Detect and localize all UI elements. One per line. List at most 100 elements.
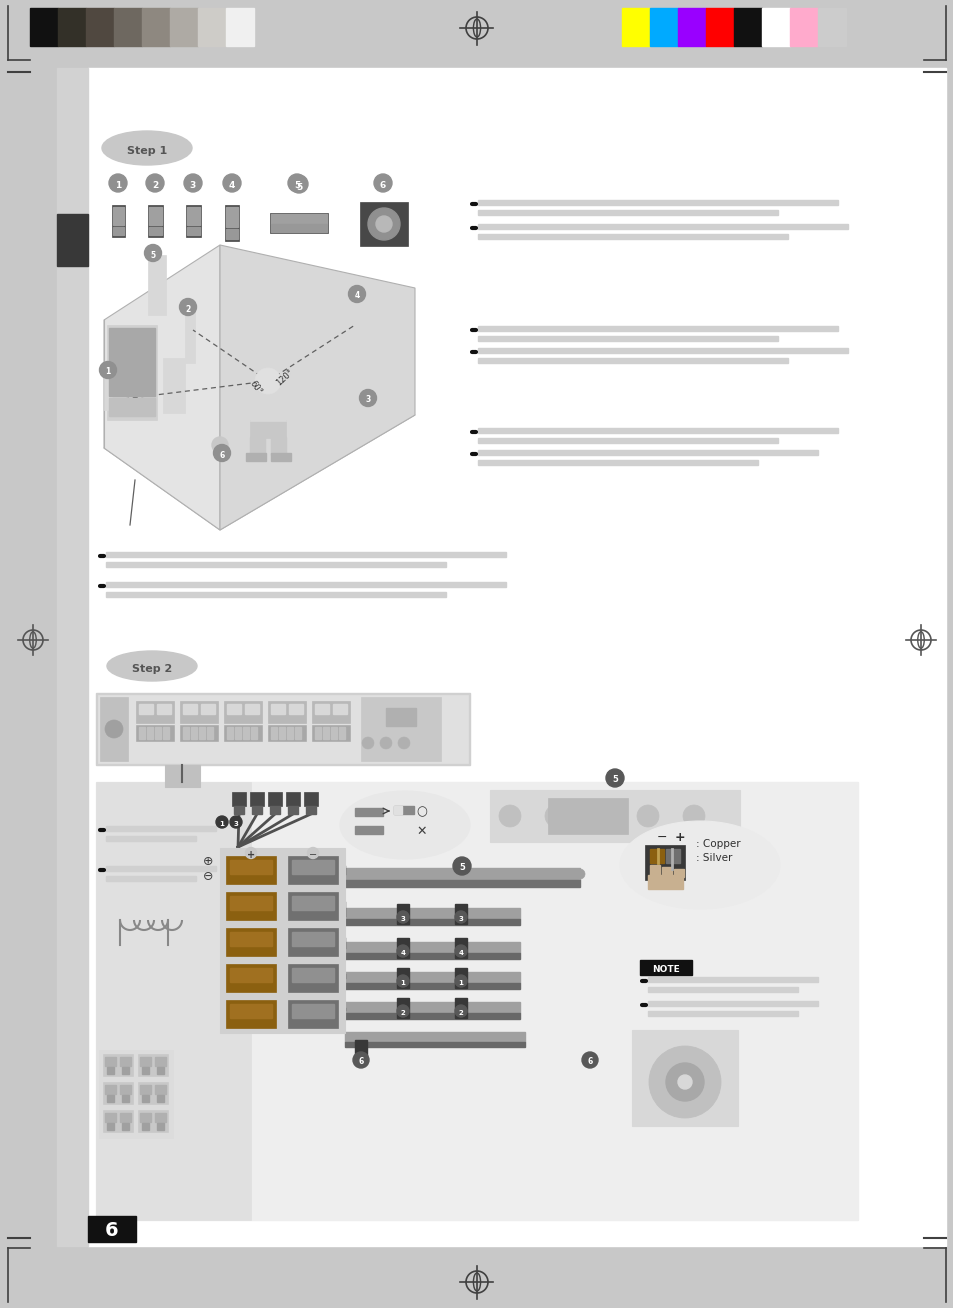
Text: : Silver: : Silver	[696, 853, 732, 863]
Bar	[312, 701, 350, 723]
Text: −: −	[656, 831, 666, 844]
Circle shape	[307, 848, 318, 858]
Bar	[163, 358, 185, 413]
Text: −: −	[309, 850, 316, 859]
Circle shape	[575, 869, 584, 879]
Ellipse shape	[368, 208, 399, 239]
Text: 6: 6	[219, 450, 224, 459]
Bar	[477, 336, 778, 340]
Bar	[292, 968, 334, 982]
Text: 3: 3	[190, 182, 196, 191]
Bar	[220, 848, 345, 1033]
Circle shape	[144, 245, 161, 262]
Text: : Copper: : Copper	[696, 838, 740, 849]
Ellipse shape	[678, 1075, 691, 1090]
Text: ⊖: ⊖	[203, 870, 213, 883]
Circle shape	[498, 804, 520, 827]
Bar	[355, 1040, 367, 1062]
Bar	[149, 207, 162, 225]
Text: 120°: 120°	[274, 368, 294, 387]
Bar	[661, 867, 671, 876]
Bar	[649, 849, 663, 863]
Polygon shape	[104, 245, 220, 530]
Bar	[226, 855, 275, 884]
Bar	[789, 8, 817, 46]
Bar	[455, 938, 467, 957]
Circle shape	[397, 736, 410, 749]
Bar	[157, 704, 171, 714]
Polygon shape	[220, 245, 415, 530]
Bar	[227, 727, 233, 739]
Bar	[226, 964, 275, 991]
Bar	[292, 1005, 334, 1018]
Bar	[673, 869, 683, 876]
Bar	[103, 1110, 132, 1131]
Bar	[477, 460, 758, 464]
Text: 2: 2	[185, 305, 191, 314]
Bar	[705, 8, 733, 46]
Text: 3: 3	[458, 916, 463, 922]
Text: 6: 6	[358, 1057, 363, 1066]
Text: 4: 4	[354, 292, 359, 301]
Bar	[226, 927, 275, 956]
Bar	[226, 229, 237, 239]
Bar	[345, 908, 519, 920]
Bar	[455, 968, 467, 988]
Bar	[99, 1050, 172, 1138]
Bar	[100, 697, 128, 761]
Bar	[268, 701, 306, 723]
Bar	[122, 1095, 129, 1103]
Bar	[250, 437, 265, 455]
Circle shape	[353, 1052, 369, 1069]
Ellipse shape	[102, 131, 192, 165]
Bar	[106, 825, 215, 831]
Circle shape	[590, 804, 613, 827]
Bar	[140, 1113, 151, 1122]
Bar	[355, 808, 382, 816]
Circle shape	[374, 174, 392, 192]
Bar	[394, 806, 401, 814]
Bar	[140, 1057, 151, 1066]
Bar	[201, 704, 214, 714]
Bar	[136, 725, 173, 742]
Bar	[142, 8, 170, 46]
Bar	[140, 1086, 151, 1093]
Bar	[139, 704, 152, 714]
Circle shape	[245, 848, 256, 858]
Bar	[230, 1005, 272, 1018]
Bar	[105, 1086, 116, 1093]
Bar	[477, 438, 778, 442]
Bar	[187, 207, 200, 225]
Circle shape	[455, 974, 467, 988]
Bar	[230, 968, 272, 982]
Circle shape	[223, 174, 241, 192]
Bar	[271, 704, 285, 714]
Bar	[233, 806, 244, 814]
Text: 1: 1	[219, 821, 224, 827]
Bar	[225, 205, 239, 241]
Bar	[477, 450, 817, 454]
Bar	[157, 1124, 164, 1130]
Text: 2: 2	[152, 182, 158, 191]
Bar	[245, 704, 258, 714]
Circle shape	[361, 736, 374, 749]
Text: 6: 6	[379, 182, 386, 191]
Bar	[105, 1113, 116, 1122]
Bar	[186, 205, 201, 237]
Bar	[644, 845, 684, 880]
Bar	[191, 727, 196, 739]
Bar	[817, 8, 845, 46]
Circle shape	[179, 298, 196, 315]
Text: 4: 4	[458, 950, 463, 956]
Text: NOTE: NOTE	[652, 964, 679, 973]
Bar	[149, 228, 162, 235]
Bar	[157, 1095, 164, 1103]
Bar	[271, 224, 327, 232]
Bar	[230, 933, 272, 946]
Bar	[271, 453, 291, 460]
Bar	[103, 1082, 132, 1104]
Bar	[345, 1032, 524, 1042]
Bar	[139, 727, 145, 739]
Bar	[355, 296, 365, 345]
Bar	[288, 1001, 337, 1028]
